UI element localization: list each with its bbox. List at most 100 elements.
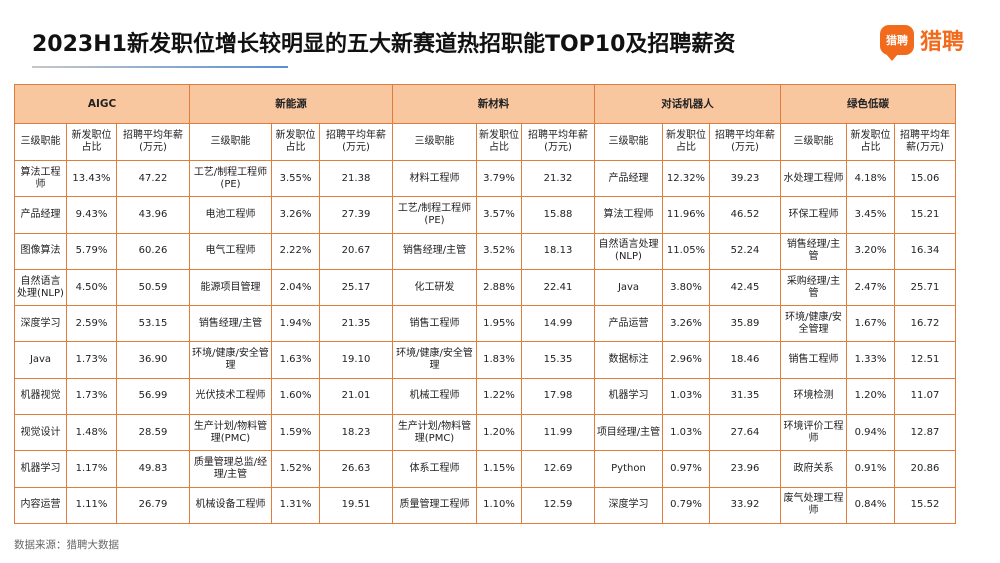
job-function-cell: 环境/健康/安全管理 <box>780 305 847 343</box>
new-post-share-cell: 3.26% <box>662 305 710 343</box>
new-post-share-cell: 1.63% <box>271 341 320 379</box>
avg-salary-header: 招聘平均年薪(万元) <box>521 123 595 161</box>
job-function-cell: 废气处理工程师 <box>780 486 847 524</box>
avg-salary-cell: 19.51 <box>319 486 393 524</box>
new-post-share-header: 新发职位占比 <box>66 123 117 161</box>
avg-salary-cell: 19.10 <box>319 341 393 379</box>
avg-salary-cell: 18.13 <box>521 232 595 270</box>
table-row: 图像算法 5.79% 60.26 电气工程师 2.22% 20.67 销售经理/主管 3.52… <box>14 232 956 270</box>
avg-salary-cell: 42.45 <box>709 268 781 307</box>
table-row: Java 1.73% 36.90 环境/健康/安全管理 1.63% 19.10 环境/健康/… <box>14 341 956 379</box>
job-function-header: 三级职能 <box>392 123 477 161</box>
avg-salary-cell: 21.38 <box>319 159 393 198</box>
avg-salary-cell: 27.64 <box>709 414 781 452</box>
job-function-cell: 体系工程师 <box>392 450 477 488</box>
avg-salary-cell: 12.51 <box>894 341 956 379</box>
new-post-share-cell: 1.83% <box>476 341 522 379</box>
new-post-share-cell: 12.32% <box>662 159 710 198</box>
avg-salary-cell: 11.99 <box>521 414 595 452</box>
avg-salary-cell: 31.35 <box>709 377 781 416</box>
avg-salary-cell: 52.24 <box>709 232 781 270</box>
avg-salary-cell: 12.59 <box>521 486 595 524</box>
new-post-share-cell: 1.15% <box>476 450 522 488</box>
category-header: 绿色低碳 <box>780 84 956 124</box>
job-function-cell: 机器视觉 <box>14 377 67 416</box>
jobs-salary-table: AIGC 新能源 新材料 对话机器人 绿色低碳 三级职能 新发职位占比 招聘平均年薪(万元)… <box>14 84 956 524</box>
new-post-share-cell: 0.84% <box>846 486 895 524</box>
new-post-share-cell: 1.73% <box>66 341 117 379</box>
job-function-cell: 采购经理/主管 <box>780 268 847 307</box>
job-function-cell: 生产计划/物料管理(PMC) <box>189 414 272 452</box>
job-function-cell: 工艺/制程工程师(PE) <box>189 159 272 198</box>
new-post-share-cell: 3.20% <box>846 232 895 270</box>
job-function-cell: 环境评价工程师 <box>780 414 847 452</box>
new-post-share-cell: 3.52% <box>476 232 522 270</box>
job-function-cell: 环境检测 <box>780 377 847 416</box>
job-function-cell: 工艺/制程工程师(PE) <box>392 196 477 234</box>
job-function-header: 三级职能 <box>189 123 272 161</box>
new-post-share-cell: 1.17% <box>66 450 117 488</box>
job-function-cell: 生产计划/物料管理(PMC) <box>392 414 477 452</box>
avg-salary-cell: 15.21 <box>894 196 956 234</box>
job-function-header: 三级职能 <box>594 123 663 161</box>
job-function-cell: 销售工程师 <box>780 341 847 379</box>
avg-salary-cell: 25.71 <box>894 268 956 307</box>
avg-salary-cell: 12.69 <box>521 450 595 488</box>
new-post-share-cell: 2.47% <box>846 268 895 307</box>
avg-salary-cell: 60.26 <box>116 232 190 270</box>
avg-salary-cell: 27.39 <box>319 196 393 234</box>
new-post-share-cell: 1.67% <box>846 305 895 343</box>
job-function-cell: Java <box>14 341 67 379</box>
job-function-cell: 算法工程师 <box>14 159 67 198</box>
avg-salary-header: 招聘平均年薪(万元) <box>116 123 190 161</box>
new-post-share-header: 新发职位占比 <box>846 123 895 161</box>
avg-salary-header: 招聘平均年薪(万元) <box>319 123 393 161</box>
avg-salary-cell: 56.99 <box>116 377 190 416</box>
new-post-share-cell: 1.48% <box>66 414 117 452</box>
job-function-cell: 电气工程师 <box>189 232 272 270</box>
new-post-share-cell: 1.95% <box>476 305 522 343</box>
new-post-share-cell: 0.79% <box>662 486 710 524</box>
new-post-share-cell: 2.22% <box>271 232 320 270</box>
avg-salary-cell: 50.59 <box>116 268 190 307</box>
job-function-cell: 环保工程师 <box>780 196 847 234</box>
avg-salary-cell: 16.72 <box>894 305 956 343</box>
new-post-share-header: 新发职位占比 <box>662 123 710 161</box>
job-function-cell: 电池工程师 <box>189 196 272 234</box>
avg-salary-cell: 28.59 <box>116 414 190 452</box>
new-post-share-cell: 0.91% <box>846 450 895 488</box>
job-function-cell: 材料工程师 <box>392 159 477 198</box>
new-post-share-header: 新发职位占比 <box>271 123 320 161</box>
new-post-share-cell: 11.96% <box>662 196 710 234</box>
category-header: 对话机器人 <box>594 84 781 124</box>
job-function-cell: 政府关系 <box>780 450 847 488</box>
job-function-cell: 产品运营 <box>594 305 663 343</box>
job-function-cell: 产品经理 <box>594 159 663 198</box>
job-function-header: 三级职能 <box>780 123 847 161</box>
table-row: 算法工程师 13.43% 47.22 工艺/制程工程师(PE) 3.55% 21.38 材料… <box>14 159 956 198</box>
new-post-share-cell: 2.04% <box>271 268 320 307</box>
avg-salary-cell: 14.99 <box>521 305 595 343</box>
avg-salary-cell: 25.17 <box>319 268 393 307</box>
job-function-cell: 机械工程师 <box>392 377 477 416</box>
category-header-row: AIGC 新能源 新材料 对话机器人 绿色低碳 <box>14 84 956 124</box>
avg-salary-cell: 36.90 <box>116 341 190 379</box>
new-post-share-cell: 1.03% <box>662 377 710 416</box>
avg-salary-cell: 33.92 <box>709 486 781 524</box>
job-function-cell: 产品经理 <box>14 196 67 234</box>
avg-salary-cell: 43.96 <box>116 196 190 234</box>
new-post-share-cell: 1.20% <box>846 377 895 416</box>
job-function-cell: 化工研发 <box>392 268 477 307</box>
new-post-share-cell: 4.18% <box>846 159 895 198</box>
table-row: 产品经理 9.43% 43.96 电池工程师 3.26% 27.39 工艺/制程工程师(PE… <box>14 196 956 234</box>
job-function-cell: 销售经理/主管 <box>780 232 847 270</box>
table-row: 自然语言处理(NLP) 4.50% 50.59 能源项目管理 2.04% 25.17 化工研… <box>14 268 956 307</box>
job-function-cell: Python <box>594 450 663 488</box>
avg-salary-cell: 15.35 <box>521 341 595 379</box>
job-function-cell: 环境/健康/安全管理 <box>392 341 477 379</box>
new-post-share-cell: 1.33% <box>846 341 895 379</box>
job-function-cell: 算法工程师 <box>594 196 663 234</box>
new-post-share-cell: 0.94% <box>846 414 895 452</box>
avg-salary-cell: 49.83 <box>116 450 190 488</box>
avg-salary-cell: 39.23 <box>709 159 781 198</box>
